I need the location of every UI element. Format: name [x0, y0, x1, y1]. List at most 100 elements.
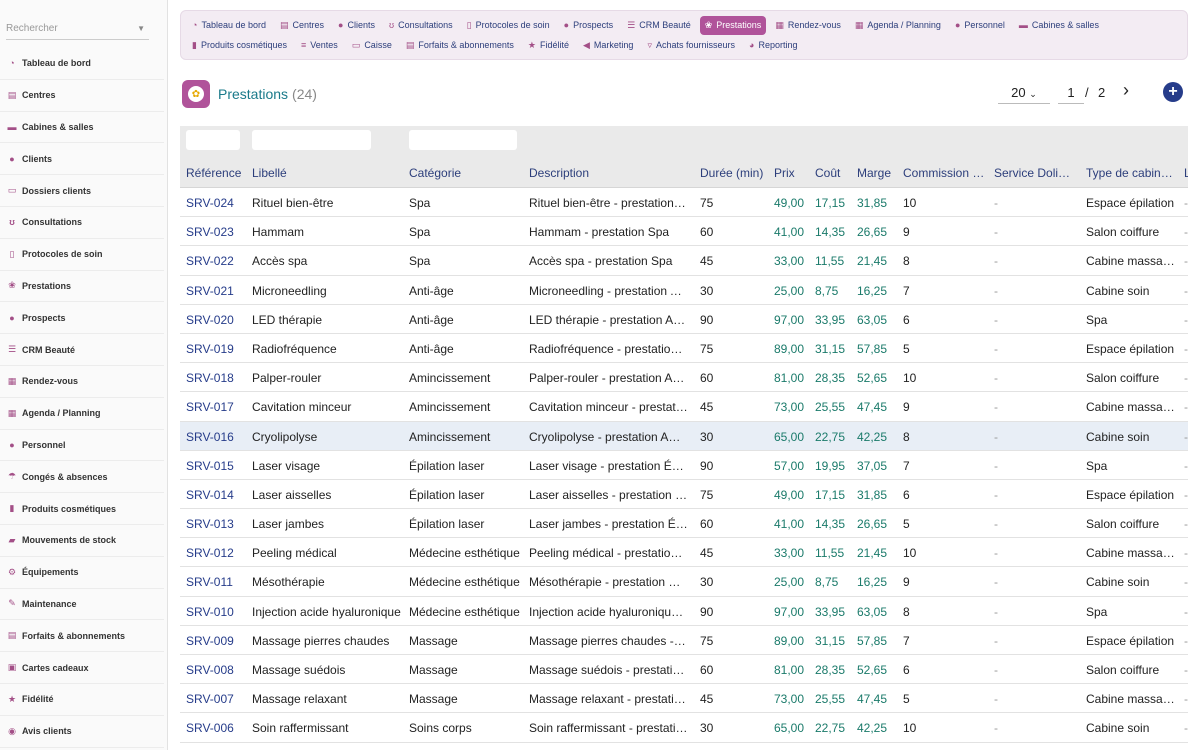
cell-reference[interactable]: SRV-017: [186, 400, 234, 415]
sidebar-item-forfaits-abonnements[interactable]: ▤ Forfaits & abonnements: [0, 620, 164, 653]
cell-reference[interactable]: SRV-010: [186, 604, 234, 619]
table-row[interactable]: SRV-008 Massage suédois Massage Massage sué…: [180, 655, 1188, 685]
table-row[interactable]: SRV-014 Laser aisselles Épilation laser Las…: [180, 479, 1188, 510]
cell-reference[interactable]: SRV-012: [186, 546, 234, 561]
nav-caisse[interactable]: ▭ Caisse: [347, 36, 397, 55]
column-header-cabin-type[interactable]: Type de cabin…: [1086, 166, 1173, 180]
table-row[interactable]: SRV-019 Radiofréquence Anti-âge Radiofréque…: [180, 333, 1188, 364]
sidebar-item-tableau-de-bord[interactable]: ◔ Tableau de bord: [0, 48, 164, 80]
nav-centres[interactable]: ▤ Centres: [275, 16, 329, 35]
cell-reference[interactable]: SRV-015: [186, 458, 234, 473]
cell-reference[interactable]: SRV-007: [186, 692, 234, 707]
column-header-cost[interactable]: Coût: [815, 166, 841, 180]
nav-produits-cosm-tiques[interactable]: ▮ Produits cosmétiques: [187, 36, 292, 55]
cell-reference[interactable]: SRV-008: [186, 663, 234, 677]
table-row[interactable]: SRV-023 Hammam Spa Hammam - prestation Spa 6…: [180, 217, 1188, 247]
sidebar-item-centres[interactable]: ▤ Centres: [0, 80, 164, 112]
column-header-description[interactable]: Description: [529, 166, 590, 180]
table-row[interactable]: SRV-012 Peeling médical Médecine esthétiqu…: [180, 538, 1188, 568]
filter-category-input[interactable]: [409, 130, 517, 150]
sidebar-item-cartes-cadeaux[interactable]: ▣ Cartes cadeaux: [0, 652, 164, 684]
sidebar-item-mouvements-de-stock[interactable]: ▰ Mouvements de stock: [0, 525, 164, 557]
column-header-margin[interactable]: Marge: [857, 166, 892, 180]
sidebar-item-agenda-planning[interactable]: ▦ Agenda / Planning: [0, 398, 164, 430]
column-header-category[interactable]: Catégorie: [409, 166, 462, 180]
add-button[interactable]: +: [1163, 82, 1183, 102]
table-row[interactable]: SRV-006 Soin raffermissant Soins corps Soin…: [180, 713, 1188, 743]
cell-reference[interactable]: SRV-009: [186, 633, 234, 648]
next-page-icon[interactable]: ›: [1123, 80, 1129, 100]
nav-prestations[interactable]: ❀ Prestations: [699, 15, 767, 35]
cell-reference[interactable]: SRV-019: [186, 341, 234, 356]
cell-reference[interactable]: SRV-022: [186, 254, 234, 269]
sidebar-item-rendez-vous[interactable]: ▦ Rendez-vous: [0, 366, 164, 398]
table-row[interactable]: SRV-021 Microneedling Anti-âge Microneedlin…: [180, 275, 1188, 305]
nav-crm-beaut[interactable]: ☰ CRM Beauté: [622, 16, 696, 35]
nav-reporting[interactable]: ◕ Reporting: [744, 36, 802, 55]
nav-cabines-salles[interactable]: ▬ Cabines & salles: [1014, 16, 1104, 35]
page-size-select[interactable]: 20 ⌄: [998, 82, 1050, 104]
sidebar-item-protocoles-de-soin[interactable]: ▯ Protocoles de soin: [0, 239, 164, 271]
sidebar-item-personnel[interactable]: ● Personnel: [0, 430, 164, 462]
table-row[interactable]: SRV-007 Massage relaxant Massage Massage re…: [180, 684, 1188, 714]
table-row[interactable]: SRV-015 Laser visage Épilation laser Laser …: [180, 450, 1188, 480]
table-row[interactable]: SRV-016 Cryolipolyse Amincissement Cryolipo…: [180, 421, 1188, 451]
sidebar-item-produits-cosm-tiques[interactable]: ▮ Produits cosmétiques: [0, 493, 164, 525]
nav-fid-lit[interactable]: ★ Fidélité: [523, 36, 574, 55]
table-row[interactable]: SRV-020 LED thérapie Anti-âge LED thérapie …: [180, 304, 1188, 334]
sidebar-item-quipements[interactable]: ⚙ Équipements: [0, 557, 164, 589]
sidebar-item-crm-beaut[interactable]: ☰ CRM Beauté: [0, 334, 164, 366]
sidebar-item-maintenance[interactable]: ✎ Maintenance: [0, 589, 164, 621]
column-header-commission[interactable]: Commission …: [903, 166, 985, 180]
table-row[interactable]: SRV-010 Injection acide hyaluronique Médec…: [180, 596, 1188, 626]
column-header-extra[interactable]: L: [1184, 166, 1188, 180]
nav-rendez-vous[interactable]: ▦ Rendez-vous: [770, 16, 846, 35]
sidebar-item-clients[interactable]: ● Clients: [0, 143, 164, 176]
cell-reference[interactable]: SRV-014: [186, 487, 234, 502]
cell-reference[interactable]: SRV-018: [186, 371, 234, 386]
cell-reference[interactable]: SRV-020: [186, 312, 234, 327]
sidebar-item-cong-s-absences[interactable]: ☂ Congés & absences: [0, 461, 164, 494]
table-row[interactable]: SRV-024 Rituel bien-être Spa Rituel bien-êt…: [180, 188, 1188, 218]
nav-clients[interactable]: ● Clients: [333, 16, 380, 35]
nav-marketing[interactable]: ◀ Marketing: [578, 36, 638, 55]
sidebar-item-prestations[interactable]: ❀ Prestations: [0, 271, 164, 303]
nav-forfaits-abonnements[interactable]: ▤ Forfaits & abonnements: [401, 36, 519, 55]
cell-reference[interactable]: SRV-006: [186, 721, 234, 736]
table-row[interactable]: SRV-022 Accès spa Spa Accès spa - prestatio…: [180, 246, 1188, 276]
nav-agenda-planning[interactable]: ▦ Agenda / Planning: [850, 16, 946, 35]
nav-consultations[interactable]: ʊ Consultations: [384, 16, 458, 35]
current-page-input[interactable]: 1: [1058, 82, 1084, 104]
cell-reference[interactable]: SRV-016: [186, 429, 234, 444]
sidebar-item-consultations[interactable]: ʊ Consultations: [0, 207, 164, 239]
sidebar-item-fid-lit[interactable]: ★ Fidélité: [0, 684, 164, 716]
cell-reference[interactable]: SRV-011: [186, 575, 233, 590]
column-header-service[interactable]: Service Doli…: [994, 166, 1071, 180]
table-row[interactable]: SRV-013 Laser jambes Épilation laser Laser …: [180, 509, 1188, 539]
column-header-duration[interactable]: Durée (min): [700, 166, 764, 180]
table-row[interactable]: SRV-018 Palper-rouler Amincissement Palper-…: [180, 363, 1188, 393]
nav-ventes[interactable]: ≡ Ventes: [296, 36, 343, 55]
sidebar-item-prospects[interactable]: ● Prospects: [0, 302, 164, 335]
table-row[interactable]: SRV-009 Massage pierres chaudes Massage Mas…: [180, 625, 1188, 655]
nav-tableau-de-bord[interactable]: ◔ Tableau de bord: [187, 16, 271, 35]
chevron-down-icon[interactable]: ▼: [137, 24, 145, 33]
cell-reference[interactable]: SRV-024: [186, 196, 234, 210]
cell-reference[interactable]: SRV-013: [186, 517, 234, 532]
search-input[interactable]: Rechercher ▼: [6, 18, 149, 40]
filter-label-input[interactable]: [252, 130, 371, 150]
column-header-price[interactable]: Prix: [774, 166, 795, 180]
table-row[interactable]: SRV-017 Cavitation minceur Amincissement Ca…: [180, 392, 1188, 422]
nav-prospects[interactable]: ● Prospects: [559, 16, 618, 35]
cell-reference[interactable]: SRV-021: [186, 283, 234, 298]
sidebar-item-cabines-salles[interactable]: ▬ Cabines & salles: [0, 112, 164, 144]
sidebar-item-avis-clients[interactable]: ◉ Avis clients: [0, 716, 164, 748]
table-row[interactable]: SRV-011 Mésothérapie Médecine esthétique Mé…: [180, 567, 1188, 597]
filter-reference-input[interactable]: [186, 130, 240, 150]
column-header-reference[interactable]: Référence: [186, 166, 242, 180]
sidebar-item-dossiers-clients[interactable]: ▭ Dossiers clients: [0, 175, 164, 207]
nav-protocoles-de-soin[interactable]: ▯ Protocoles de soin: [462, 16, 555, 35]
cell-reference[interactable]: SRV-023: [186, 225, 234, 240]
nav-achats-fournisseurs[interactable]: ▿ Achats fournisseurs: [642, 36, 740, 55]
column-header-label[interactable]: Libellé: [252, 166, 287, 180]
